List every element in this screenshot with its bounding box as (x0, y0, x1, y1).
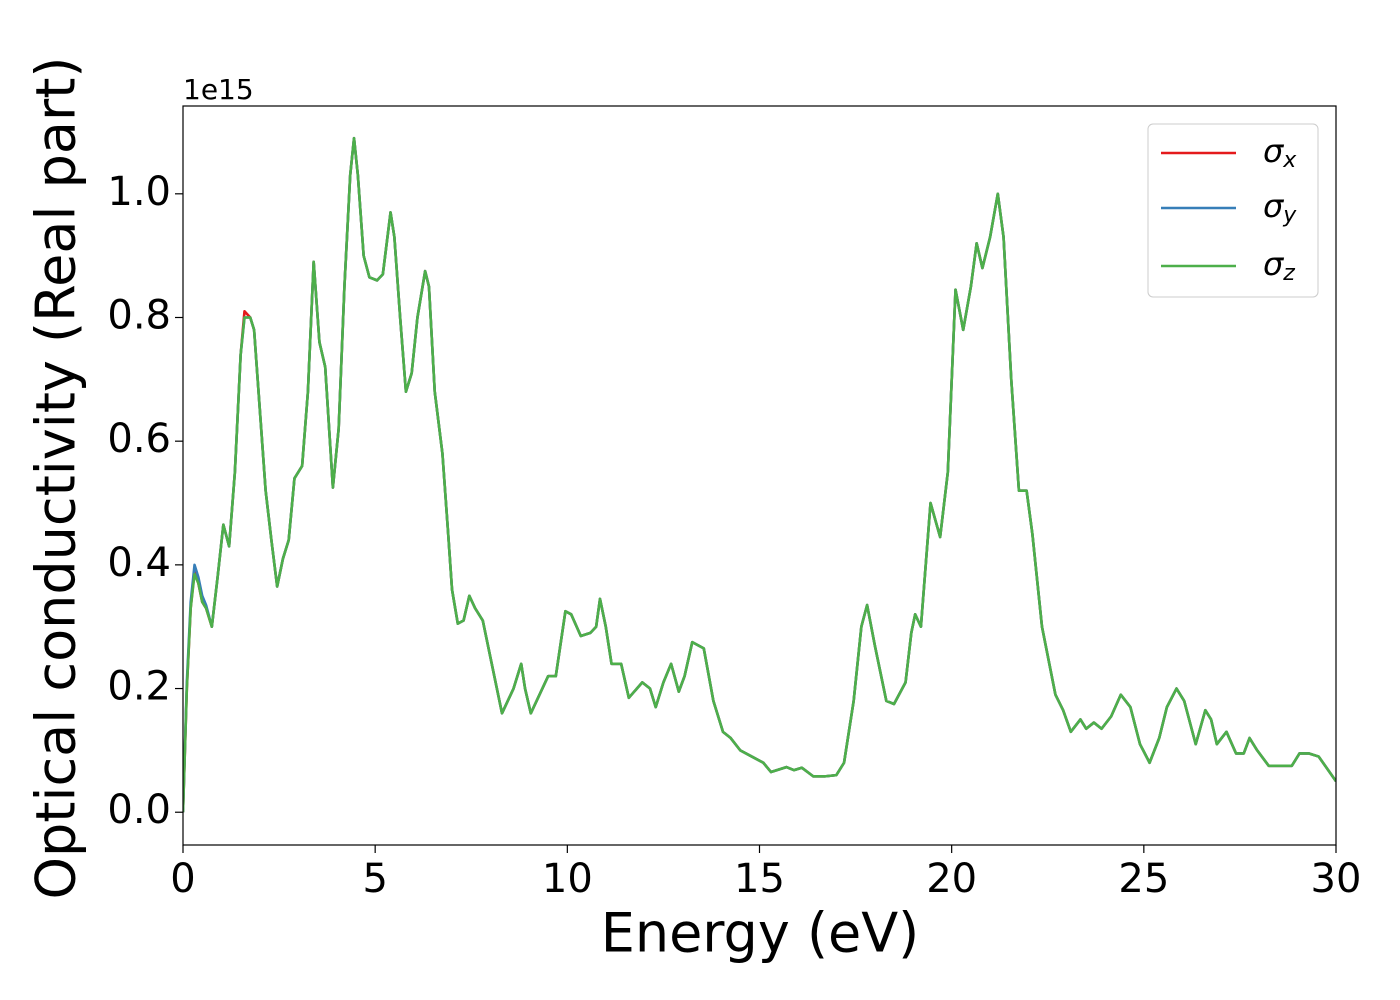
y-tick-label: 0.8 (107, 292, 171, 338)
legend-label: σy (1263, 187, 1297, 228)
x-tick-label: 20 (926, 856, 977, 902)
y-tick-label: 0.0 (107, 787, 171, 833)
y-tick-label: 0.4 (107, 540, 171, 586)
x-tick-label: 15 (734, 856, 785, 902)
x-tick-label: 25 (1118, 856, 1169, 902)
x-tick-label: 30 (1311, 856, 1362, 902)
legend-label: σx (1263, 132, 1297, 173)
plot-lines (183, 136, 1336, 813)
offset-label: 1e15 (183, 73, 254, 106)
legend-label: σz (1263, 245, 1295, 286)
x-tick-label: 10 (542, 856, 593, 902)
y-tick-label: 0.2 (107, 664, 171, 710)
x-tick-label: 0 (170, 856, 195, 902)
series-line (183, 136, 1336, 813)
legend-box (1147, 123, 1319, 298)
y-tick-label: 0.6 (107, 416, 171, 462)
y-axis-label: Optical conductivity (Real part) (25, 57, 88, 900)
x-axis-label: Energy (eV) (601, 902, 920, 965)
y-tick-label: 1.0 (107, 169, 171, 215)
x-tick-label: 5 (362, 856, 387, 902)
